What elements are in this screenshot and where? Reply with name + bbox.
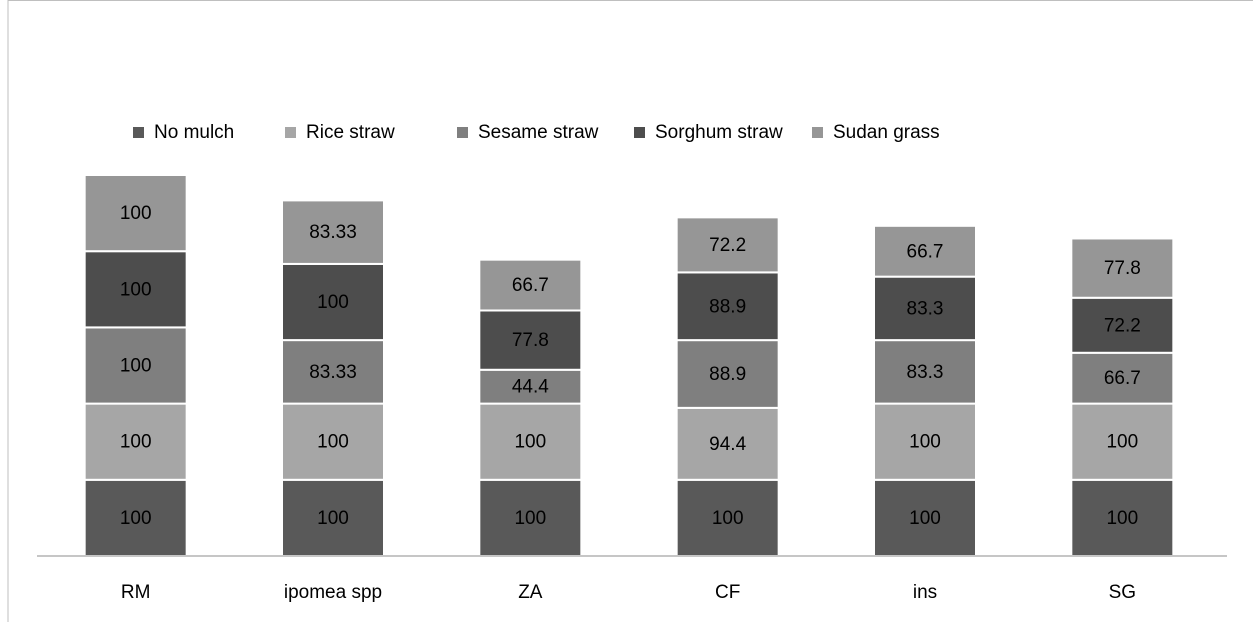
bar-segment — [83, 250, 188, 329]
bar-segment — [83, 478, 188, 557]
data-label: 66.7 — [1104, 368, 1141, 389]
bar-segment — [83, 174, 188, 253]
data-label: 100 — [120, 356, 152, 377]
x-tick-label: SG — [1109, 582, 1136, 603]
data-label: 72.2 — [1104, 315, 1141, 336]
data-label: 44.4 — [512, 377, 549, 398]
bar-segment — [1070, 351, 1175, 405]
data-label: 100 — [514, 432, 546, 453]
data-label: 100 — [909, 432, 941, 453]
legend-swatch — [133, 127, 144, 138]
data-label: 66.7 — [907, 241, 944, 262]
data-label: 100 — [317, 508, 349, 529]
legend-swatch — [285, 127, 296, 138]
x-tick-label: ipomea spp — [284, 582, 382, 603]
data-label: 100 — [120, 432, 152, 453]
data-label: 100 — [120, 279, 152, 300]
data-label: 100 — [317, 292, 349, 313]
bar-segment — [873, 339, 977, 405]
data-label: 100 — [1106, 508, 1138, 529]
bar-segment — [1070, 296, 1175, 354]
legend-label: Sesame straw — [478, 122, 599, 143]
bar-segment — [675, 478, 780, 557]
bar-segment — [478, 258, 583, 312]
data-label: 72.2 — [709, 235, 746, 256]
legend-swatch — [457, 127, 468, 138]
bar-segment — [675, 271, 780, 342]
bar-segment — [1070, 237, 1175, 299]
bar-segment — [1070, 478, 1175, 557]
bar-segment — [478, 478, 583, 557]
data-label: 100 — [514, 508, 546, 529]
bar-segment — [281, 339, 385, 405]
data-label: 100 — [120, 203, 152, 224]
x-tick-label: RM — [121, 582, 151, 603]
bar-segment — [281, 199, 385, 265]
legend-label: Sorghum straw — [655, 122, 783, 143]
data-label: 100 — [712, 508, 744, 529]
legend-label: No mulch — [154, 122, 234, 143]
x-tick-label: ins — [913, 582, 937, 603]
chart-frame — [7, 0, 1253, 622]
data-label: 100 — [120, 508, 152, 529]
bar-segment — [873, 478, 977, 557]
data-label: 100 — [909, 508, 941, 529]
bar-segment — [675, 216, 780, 274]
data-label: 88.9 — [709, 296, 746, 317]
bar-segment — [478, 402, 583, 481]
data-label: 83.33 — [309, 362, 357, 383]
bar-segment — [281, 262, 385, 342]
data-label: 83.3 — [907, 362, 944, 383]
bar-segment — [873, 224, 977, 278]
legend-swatch — [634, 127, 645, 138]
bar-segment — [281, 478, 385, 557]
data-label: 94.4 — [709, 434, 746, 455]
data-label: 100 — [1106, 432, 1138, 453]
data-label: 66.7 — [512, 275, 549, 296]
data-label: 77.8 — [512, 330, 549, 351]
legend-swatch — [812, 127, 823, 138]
bar-segment — [478, 368, 583, 405]
bar-segment — [281, 402, 385, 481]
x-tick-label: ZA — [518, 582, 543, 603]
x-tick-label: CF — [715, 582, 740, 603]
bar-segment — [1070, 402, 1175, 481]
legend-label: Rice straw — [306, 122, 395, 143]
data-label: 83.3 — [907, 298, 944, 319]
bar-segment — [873, 275, 977, 342]
data-label: 77.8 — [1104, 258, 1141, 279]
legend-label: Sudan grass — [833, 122, 940, 143]
data-label: 83.33 — [309, 222, 357, 243]
bar-segment — [675, 406, 780, 481]
bar-segment — [83, 402, 188, 481]
data-label: 100 — [317, 432, 349, 453]
bar-segment — [675, 339, 780, 409]
data-label: 88.9 — [709, 364, 746, 385]
